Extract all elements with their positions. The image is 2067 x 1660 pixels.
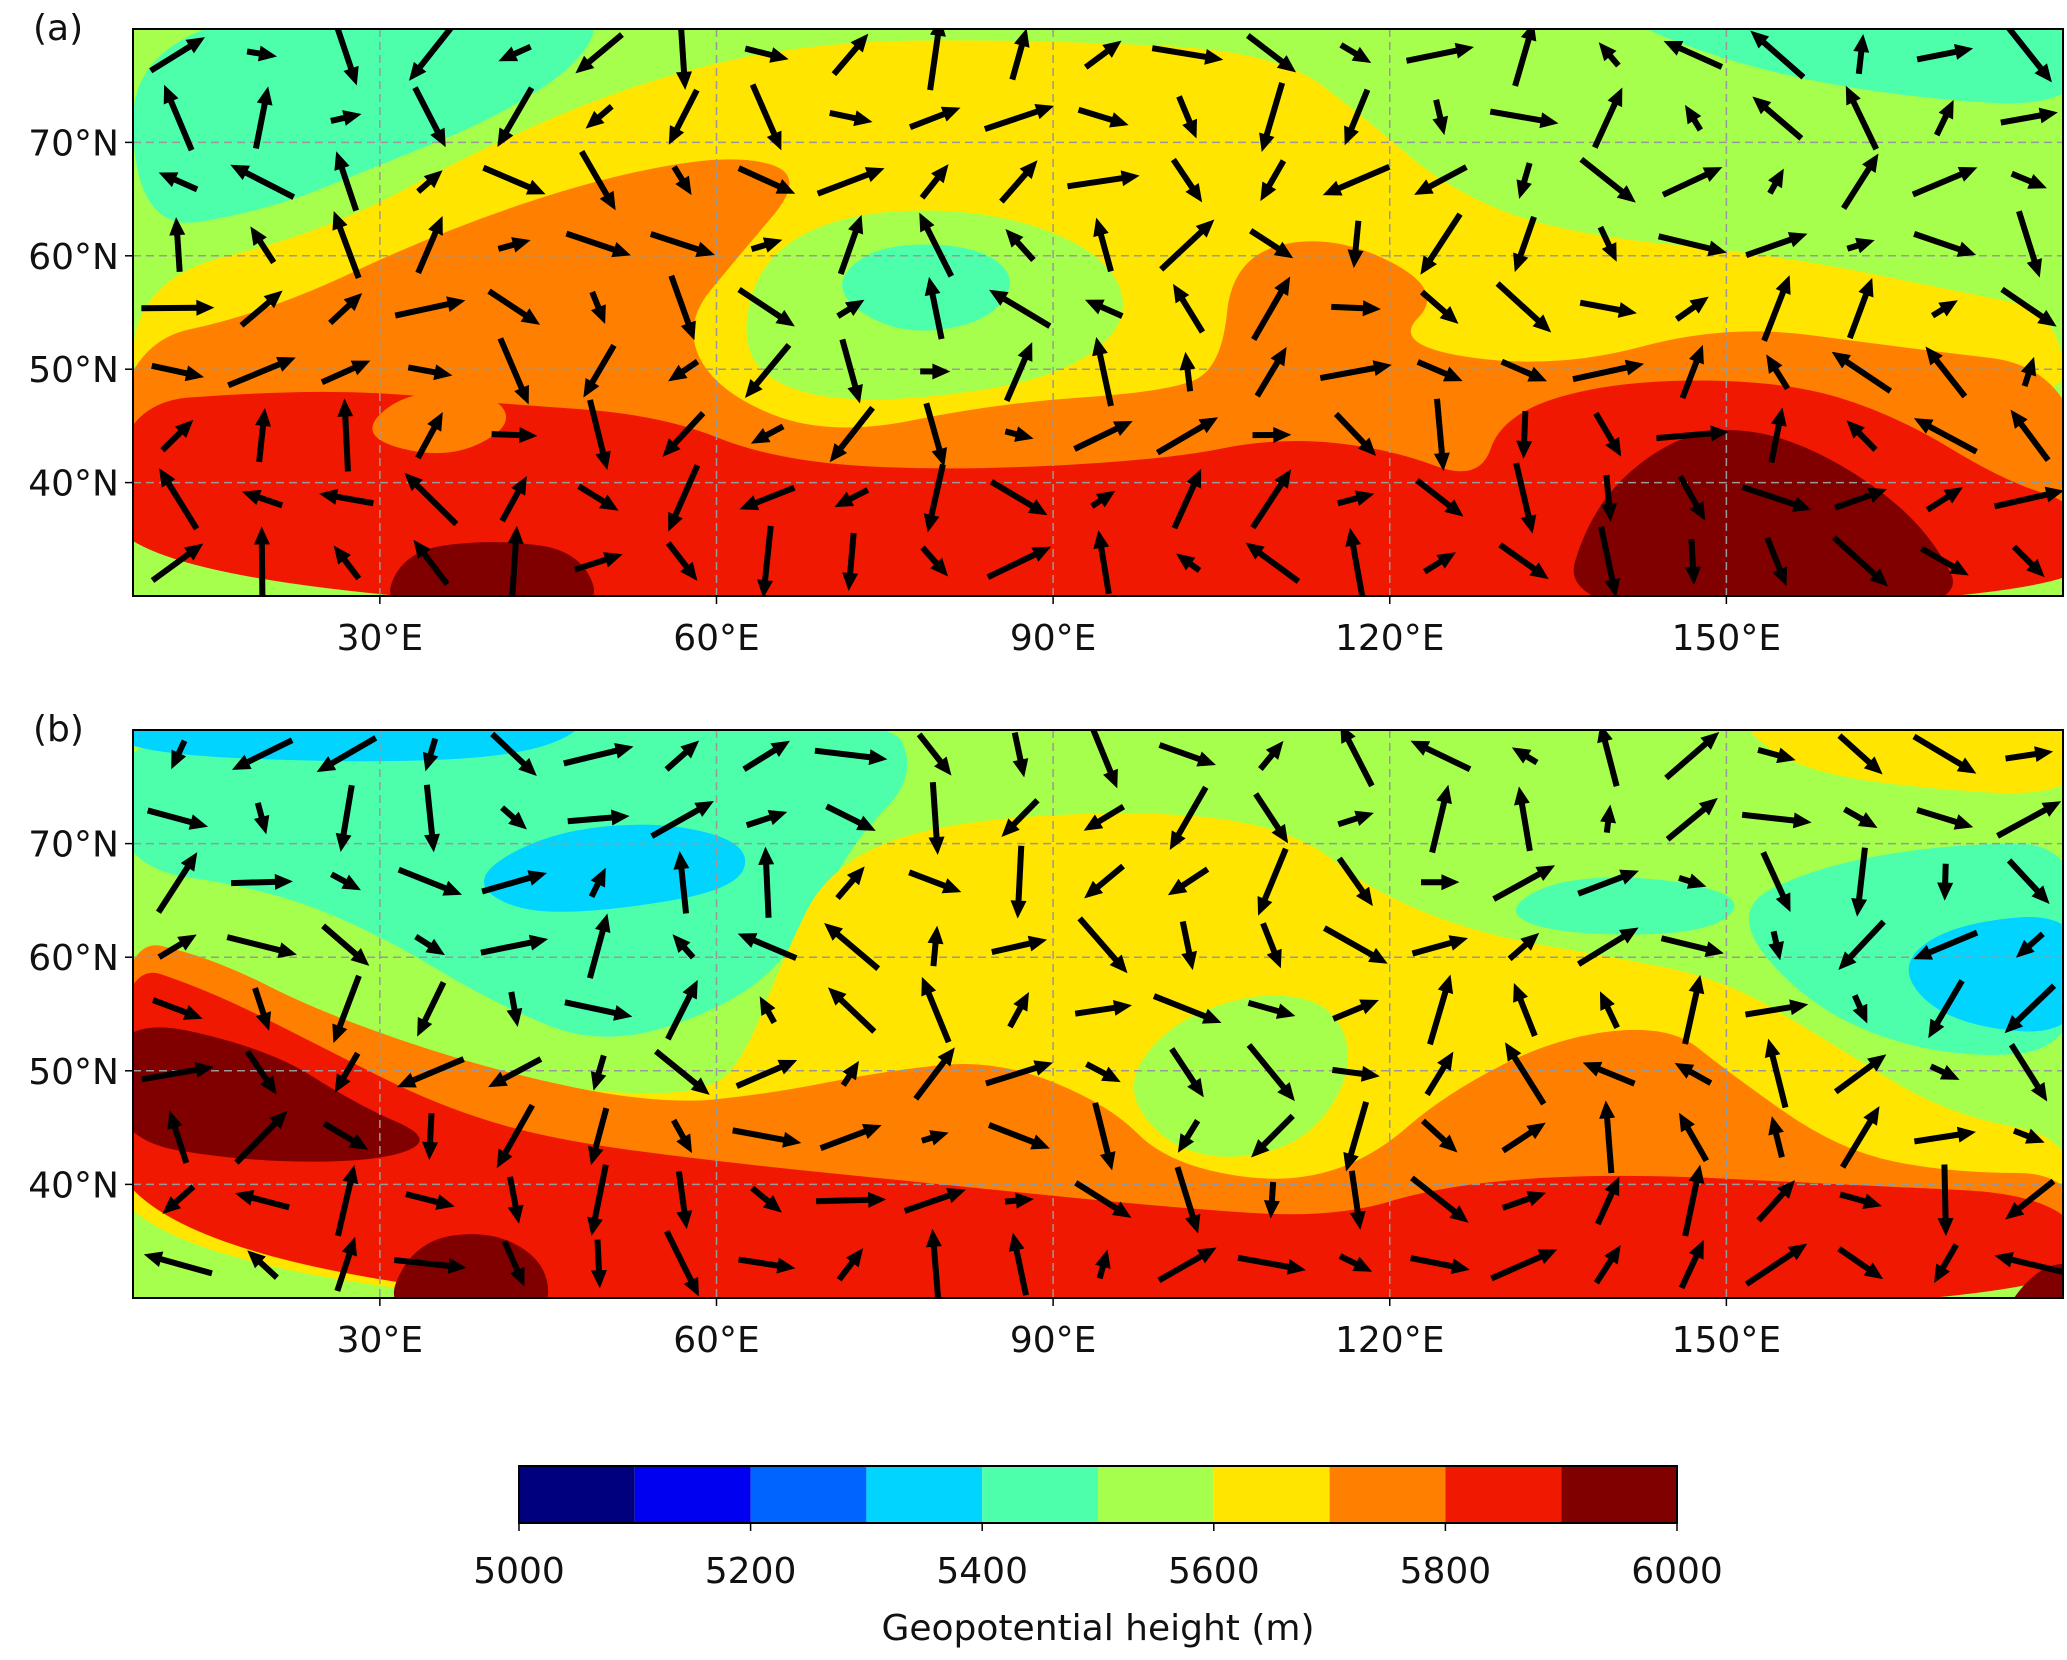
wind-vector [1524,411,1525,444]
wind-vector [177,232,180,272]
map-panel [111,707,2067,1320]
colorbar-segment [1098,1466,1214,1523]
panel-label: (a) [33,8,83,49]
y-tick-label: 50°N [28,350,119,391]
colorbar-tick-label: 5600 [1168,1551,1260,1592]
wind-vector [1606,475,1609,507]
wind-arrowhead [930,18,946,37]
wind-vector [933,940,935,966]
y-tick-label: 70°N [28,123,119,164]
x-tick-label: 150°E [1672,618,1781,659]
wind-vector [345,413,348,472]
colorbar-tick-label: 5200 [705,1551,797,1592]
y-tick-label: 60°N [28,237,119,278]
x-tick-label: 60°E [673,1320,760,1361]
x-tick-label: 150°E [1672,1320,1781,1361]
colorbar-segment [1445,1466,1561,1523]
wind-vector [1691,539,1693,571]
y-tick-label: 70°N [28,825,119,866]
wind-vector [259,422,263,462]
x-tick-label: 120°E [1335,618,1444,659]
wind-vector [568,817,616,821]
colorbar-segment [1330,1466,1446,1523]
colorbar-segment [866,1466,982,1523]
x-tick-label: 30°E [337,618,424,659]
colorbar-segment [519,1466,635,1523]
wind-vector [933,782,937,840]
colorbar-segment [1214,1466,1330,1523]
wind-vector [1018,846,1021,904]
colorbar-segment [1561,1466,1677,1523]
wind-vector [816,1200,872,1202]
wind-vector [492,434,523,435]
wind-vector [430,1113,432,1145]
wind-vector [1355,221,1358,254]
x-tick-label: 60°E [673,618,760,659]
wind-vector [141,308,200,309]
colorbar-tick-label: 5800 [1400,1551,1492,1592]
x-tick-label: 90°E [1010,618,1097,659]
map-panel [111,6,2067,618]
y-tick-label: 60°N [28,938,119,979]
wind-vector [262,541,263,598]
colorbar-tick-label: 5400 [936,1551,1028,1592]
colorbar-segment [751,1466,867,1523]
y-tick-label: 50°N [28,1052,119,1093]
wind-vector [512,540,516,598]
wind-vector [1859,48,1862,74]
colorbar-segment [635,1466,751,1523]
wind-vector [231,882,278,883]
x-tick-label: 30°E [337,1320,424,1361]
wind-vector [766,861,769,918]
colorbar-segment [982,1466,1098,1523]
wind-vector [680,18,684,75]
wind-vector [1187,366,1190,391]
x-tick-label: 120°E [1335,1320,1444,1361]
wind-vector [1944,1165,1945,1222]
colorbar-tick-label: 5000 [473,1551,565,1592]
colorbar-label: Geopotential height (m) [881,1608,1314,1649]
x-tick-label: 90°E [1010,1320,1097,1361]
colorbar-tick-label: 6000 [1631,1551,1723,1592]
y-tick-label: 40°N [28,464,119,505]
wind-vector [850,533,854,577]
y-tick-label: 40°N [28,1165,119,1206]
wind-vector [598,1240,600,1274]
wind-vector [1331,307,1366,309]
panel-label: (b) [33,709,84,750]
